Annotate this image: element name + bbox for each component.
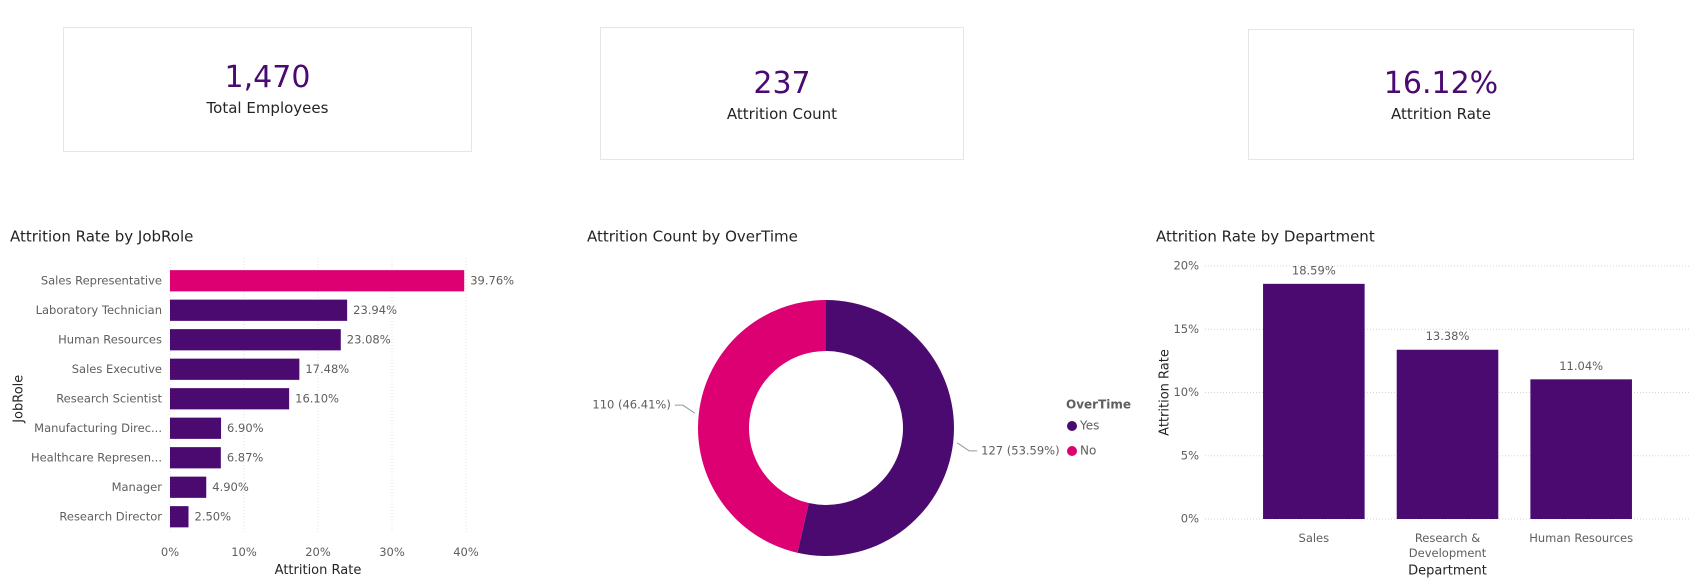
data-label: 16.10% — [295, 391, 339, 405]
legend-title: OverTime — [1066, 398, 1131, 412]
bar — [170, 447, 221, 469]
y-tick-label: Healthcare Represen... — [31, 450, 162, 464]
legend-label: Yes — [1079, 419, 1099, 433]
bar — [170, 476, 207, 498]
data-label: 6.90% — [227, 421, 264, 435]
kpi-label: Attrition Rate — [1391, 105, 1491, 123]
bar — [1396, 349, 1499, 519]
chart-title: Attrition Rate by JobRole — [10, 228, 193, 246]
legend-marker — [1067, 421, 1077, 431]
bar — [170, 388, 290, 410]
donut-slice — [698, 300, 826, 553]
y-tick-label: Human Resources — [58, 332, 162, 346]
x-tick-label: 0% — [161, 545, 179, 559]
kpi-label: Total Employees — [206, 99, 329, 117]
y-tick-label: 15% — [1173, 322, 1199, 336]
y-tick-label: 20% — [1173, 259, 1199, 273]
bar — [170, 299, 348, 321]
x-tick-label: 30% — [379, 545, 405, 559]
data-label: 110 (46.41%) — [592, 398, 670, 412]
bar — [1263, 283, 1365, 519]
x-tick-label: 10% — [231, 545, 257, 559]
chart-title: Attrition Count by OverTime — [587, 228, 798, 246]
y-axis-title: JobRole — [12, 375, 27, 424]
y-tick-label: 0% — [1181, 512, 1199, 526]
bar — [170, 329, 341, 351]
legend-marker — [1067, 446, 1077, 456]
data-label: 4.90% — [212, 480, 249, 494]
data-label: 23.08% — [347, 332, 391, 346]
kpi-value: 1,470 — [224, 60, 311, 95]
data-label: 2.50% — [195, 509, 232, 523]
x-axis-title: Department — [1408, 564, 1487, 579]
x-tick-label: 20% — [305, 545, 331, 559]
bar — [170, 506, 189, 528]
kpi-card: 16.12% Attrition Rate — [1248, 29, 1634, 160]
y-tick-label: 10% — [1173, 385, 1199, 399]
data-label: 18.59% — [1292, 263, 1336, 277]
data-label: 11.04% — [1559, 359, 1603, 373]
legend-label: No — [1080, 444, 1096, 458]
data-label: 6.87% — [227, 450, 264, 464]
y-tick-label: Research Director — [59, 509, 162, 523]
bar — [170, 417, 222, 439]
y-tick-label: Manager — [112, 480, 163, 494]
chart-title: Attrition Rate by Department — [1156, 228, 1375, 246]
bar — [1530, 379, 1632, 519]
x-tick-label: Sales — [1298, 531, 1330, 545]
y-axis-title: Attrition Rate — [1158, 349, 1173, 436]
y-tick-label: Laboratory Technician — [36, 303, 162, 317]
data-label: 39.76% — [470, 273, 514, 287]
x-tick-label: 40% — [453, 545, 479, 559]
data-label: 17.48% — [305, 362, 349, 376]
bar — [170, 270, 465, 292]
y-tick-label: Research Scientist — [56, 391, 162, 405]
x-tick-label: Research & Development — [1408, 531, 1487, 560]
kpi-card: 1,470 Total Employees — [63, 27, 472, 152]
y-tick-label: Sales Executive — [72, 362, 162, 376]
x-axis-title: Attrition Rate — [275, 563, 362, 578]
leader-line — [674, 404, 696, 414]
kpi-label: Attrition Count — [726, 105, 838, 123]
leader-line — [956, 442, 978, 452]
x-tick-label: Human Resources — [1529, 531, 1634, 545]
y-tick-label: 5% — [1181, 448, 1199, 462]
kpi-card: 237 Attrition Count — [600, 27, 964, 160]
bar — [170, 358, 300, 380]
kpi-value: 16.12% — [1383, 66, 1499, 101]
kpi-value: 237 — [753, 66, 811, 101]
data-label: 23.94% — [353, 303, 397, 317]
donut-slice — [797, 300, 955, 557]
y-tick-label: Sales Representative — [41, 273, 162, 287]
data-label: 127 (53.59%) — [981, 443, 1059, 457]
data-label: 13.38% — [1426, 329, 1470, 343]
y-tick-label: Manufacturing Direc... — [34, 421, 162, 435]
